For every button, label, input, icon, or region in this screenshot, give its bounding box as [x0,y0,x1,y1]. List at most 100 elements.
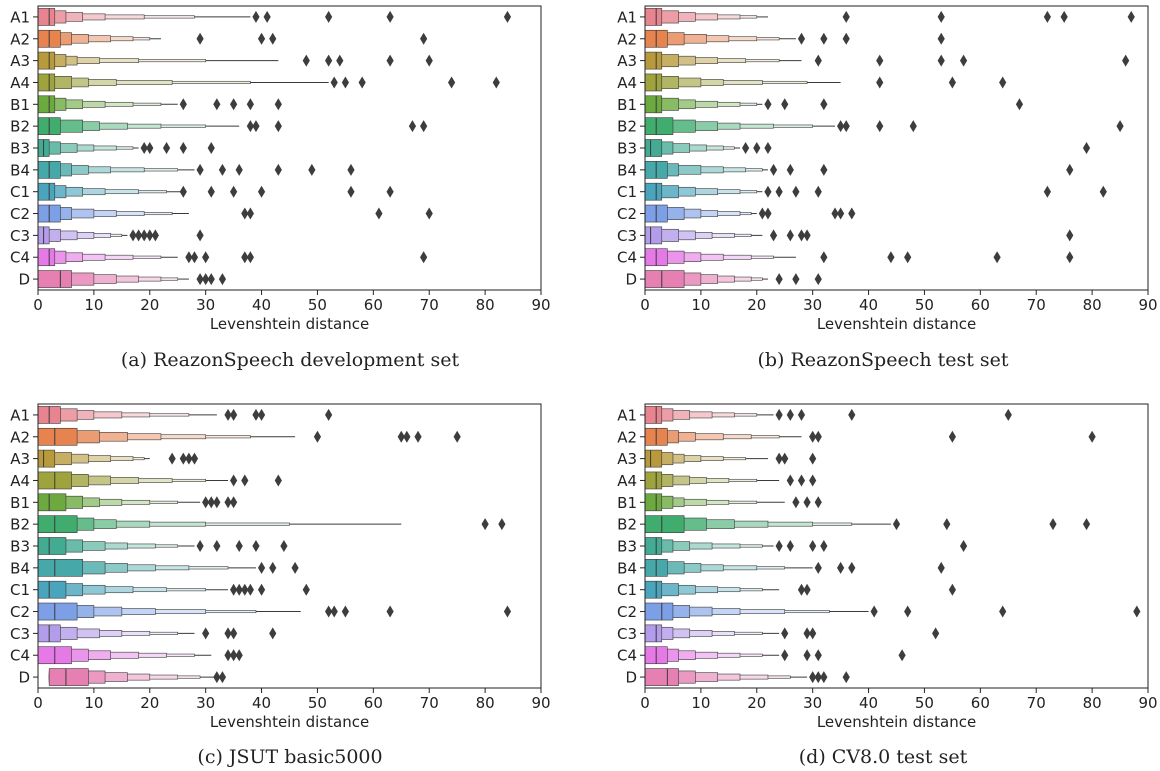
y-tick-label: A2 [10,428,30,446]
outlier-point [1043,10,1051,23]
outlier-point [241,583,249,596]
outlier-point [848,561,856,574]
outlier-point [948,430,956,443]
outlier-point [386,185,394,198]
outlier-point [781,627,789,640]
x-tick-label: 30 [196,296,215,314]
x-tick-label: 20 [747,694,766,712]
outlier-point [190,251,199,264]
outlier-point [179,142,187,154]
x-axis-label: Levenshtein distance [210,315,369,333]
series-D [48,668,227,686]
x-tick-label: 40 [859,694,878,712]
outlier-point [1066,229,1074,242]
outlier-point [202,273,210,286]
series-C1 [37,580,310,599]
outlier-point [269,561,277,574]
outlier-point [1116,120,1124,133]
series-B2 [37,515,506,533]
outlier-point [786,163,794,176]
y-tick-label: A4 [10,472,30,490]
y-tick-label: D [18,271,30,289]
box-level-1 [644,493,663,512]
series-C4 [644,646,906,665]
outlier-point [235,649,243,662]
outlier-point [269,627,277,640]
outlier-point [898,649,906,662]
outlier-point [185,251,193,264]
chart-panel-2: A1 A2 A3 A4 B1 B2 B3 B4 C1 C2 C3 C4 D0 10 20 30 40 50 60 70… [617,5,1158,333]
outlier-point [937,10,945,23]
y-tick-label: B1 [617,96,637,114]
y-tick-label: A4 [617,472,637,490]
series-A4 [37,471,282,490]
outlier-point [786,229,794,242]
series-D [37,270,227,288]
outlier-point [904,251,912,264]
box-level-1 [644,624,663,643]
outlier-point [904,605,912,618]
series-B4 [37,161,355,179]
outlier-point [196,32,204,45]
outlier-point [453,430,461,443]
y-tick-label: B3 [10,538,30,556]
outlier-point [213,496,221,509]
outlier-point [999,76,1007,89]
y-tick-label: C2 [10,205,30,223]
y-tick-label: C1 [617,183,637,201]
outlier-point [386,605,394,618]
outlier-point [291,561,299,574]
x-tick-label: 90 [1138,694,1157,712]
outlier-point [257,32,266,45]
series-A2 [644,427,1096,446]
box-level-1 [48,668,89,686]
outlier-point [814,496,822,509]
x-tick-label: 20 [140,296,159,314]
box-level-1 [37,515,78,533]
outlier-point [1004,408,1012,421]
outlier-point [302,583,310,596]
outlier-point [224,496,232,509]
y-tick-label: B1 [617,494,637,512]
box-level-1 [644,270,685,288]
outlier-point [781,98,789,111]
y-tick-label: A4 [10,74,30,92]
outlier-point [809,671,817,684]
box-level-1 [644,8,663,26]
outlier-point [820,163,828,176]
outlier-point [257,408,266,421]
outlier-point [230,627,238,640]
y-tick-label: D [625,669,637,687]
x-tick-label: 30 [803,296,822,314]
box-level-1 [644,226,663,245]
outlier-point [257,583,266,596]
outlier-point [425,207,433,220]
x-tick-label: 40 [252,694,271,712]
y-tick-label: D [625,271,637,289]
outlier-point [213,671,221,684]
outlier-point [842,32,850,45]
series-C2 [37,602,512,621]
outlier-point [814,671,822,684]
outlier-point [1082,518,1091,531]
outlier-point [814,54,822,67]
series-B4 [644,161,1074,179]
outlier-point [162,142,171,154]
series-B1 [37,95,282,114]
series-B3 [37,537,288,555]
outlier-point [937,561,945,574]
outlier-point [280,540,288,552]
outlier-point [325,605,333,618]
outlier-point [837,561,845,574]
x-tick-label: 50 [915,694,934,712]
outlier-point [797,583,806,596]
box-level-1 [644,471,663,490]
outlier-point [252,540,260,552]
outlier-point [420,120,428,133]
y-tick-label: B2 [10,516,30,534]
caption-d: (d) CV8.0 test set [799,746,968,768]
series-C4 [37,646,243,665]
outlier-point [235,583,243,596]
outlier-point [207,496,215,509]
